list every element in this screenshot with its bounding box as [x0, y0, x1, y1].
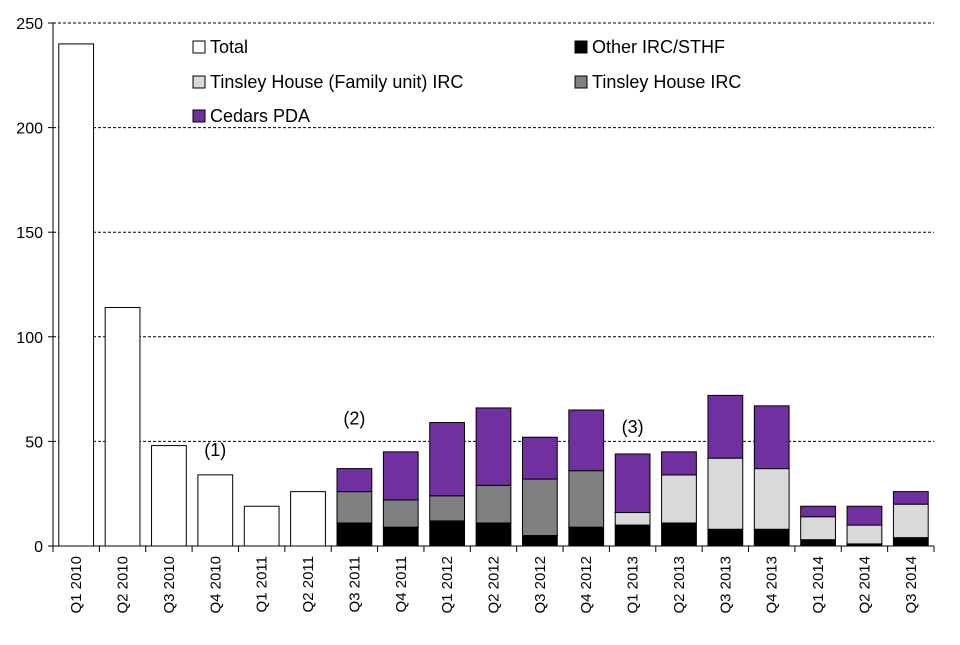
bar-seg-2-7 — [382, 499, 419, 528]
x-tick-label-4: Q1 2011 — [254, 556, 271, 612]
bar-seg-0-10 — [521, 535, 558, 547]
bar-seg-3-15 — [753, 405, 790, 470]
x-tick-label-15: Q4 2013 — [764, 556, 781, 614]
bar-total-2 — [151, 445, 187, 547]
bar-seg-0-14 — [707, 528, 744, 547]
bar-seg-1-18 — [892, 503, 929, 539]
legend-label-0: Total — [210, 37, 248, 57]
bar-seg-1-13 — [661, 474, 697, 524]
y-tick-label-50: 50 — [25, 434, 43, 451]
x-tick-label-7: Q4 2011 — [393, 556, 410, 612]
x-tick-label-12: Q1 2013 — [625, 556, 642, 614]
x-tick-label-14: Q3 2013 — [717, 556, 734, 614]
bar-seg-3-9 — [475, 407, 512, 486]
x-tick-label-18: Q3 2014 — [903, 556, 920, 614]
bar-seg-3-10 — [521, 436, 558, 480]
bar-seg-3-13 — [661, 451, 697, 476]
bar-seg-0-12 — [614, 524, 651, 547]
y-tick-label-200: 200 — [16, 121, 43, 138]
bar-seg-3-18 — [892, 491, 929, 505]
bar-seg-2-6 — [336, 491, 373, 524]
bar-seg-1-17 — [846, 524, 883, 545]
x-tick-label-17: Q2 2014 — [856, 556, 873, 614]
bar-seg-2-8 — [429, 495, 466, 522]
x-tick-label-13: Q2 2013 — [671, 556, 688, 614]
bar-seg-3-11 — [568, 409, 605, 472]
x-tick-label-11: Q4 2012 — [578, 556, 595, 614]
legend-label-3: Tinsley House IRC — [592, 72, 741, 92]
bar-total-4 — [243, 505, 280, 547]
bar-seg-2-9 — [475, 484, 512, 524]
legend-swatch-4 — [192, 109, 206, 123]
x-tick-label-9: Q2 2012 — [486, 556, 503, 614]
bar-seg-3-17 — [846, 505, 883, 526]
bar-seg-2-11 — [568, 470, 605, 528]
annotation-0: (1) — [204, 440, 226, 460]
legend-swatch-3 — [574, 75, 588, 89]
bar-seg-1-12 — [614, 512, 651, 526]
bar-seg-0-6 — [336, 522, 373, 547]
x-tick-label-8: Q1 2012 — [439, 556, 456, 614]
x-tick-label-10: Q3 2012 — [532, 556, 549, 614]
bar-total-1 — [104, 307, 141, 547]
legend-swatch-2 — [192, 75, 206, 89]
bar-seg-3-12 — [614, 453, 651, 514]
bar-seg-3-6 — [336, 468, 373, 493]
legend-swatch-0 — [192, 40, 206, 54]
legend-label-2: Tinsley House (Family unit) IRC — [210, 72, 463, 92]
y-tick-label-250: 250 — [16, 16, 43, 33]
bar-seg-0-16 — [800, 539, 836, 547]
bar-seg-0-13 — [661, 522, 697, 547]
bar-seg-0-8 — [429, 520, 466, 547]
annotation-2: (3) — [622, 417, 644, 437]
bar-seg-0-9 — [475, 522, 512, 547]
annotation-1: (2) — [343, 409, 365, 429]
y-tick-label-0: 0 — [34, 539, 43, 556]
bar-total-3 — [197, 474, 234, 547]
x-tick-label-16: Q1 2014 — [810, 556, 827, 614]
x-tick-label-6: Q3 2011 — [346, 556, 363, 612]
x-tick-label-2: Q3 2010 — [161, 556, 178, 614]
bar-seg-1-14 — [707, 457, 744, 530]
bar-seg-0-15 — [753, 528, 790, 547]
x-tick-label-3: Q4 2010 — [207, 556, 224, 614]
bar-seg-1-16 — [800, 516, 836, 541]
x-tick-label-5: Q2 2011 — [300, 556, 317, 612]
legend-label-4: Cedars PDA — [210, 106, 310, 126]
bar-seg-2-10 — [521, 478, 558, 537]
bar-seg-0-7 — [382, 526, 419, 547]
x-tick-label-0: Q1 2010 — [68, 556, 85, 614]
legend-swatch-1 — [574, 40, 588, 54]
legend-label-1: Other IRC/STHF — [592, 37, 725, 57]
y-tick-label-150: 150 — [16, 225, 43, 242]
bar-seg-0-18 — [892, 537, 929, 547]
bar-seg-1-15 — [753, 468, 790, 530]
bar-seg-3-7 — [382, 451, 419, 501]
bar-total-0 — [58, 43, 95, 547]
bar-seg-3-8 — [429, 422, 466, 497]
bar-seg-3-16 — [800, 505, 836, 518]
bar-seg-0-11 — [568, 526, 605, 547]
bar-total-5 — [290, 491, 326, 547]
bar-seg-3-14 — [707, 394, 744, 459]
x-tick-label-1: Q2 2010 — [115, 556, 132, 614]
y-tick-label-100: 100 — [16, 330, 43, 347]
